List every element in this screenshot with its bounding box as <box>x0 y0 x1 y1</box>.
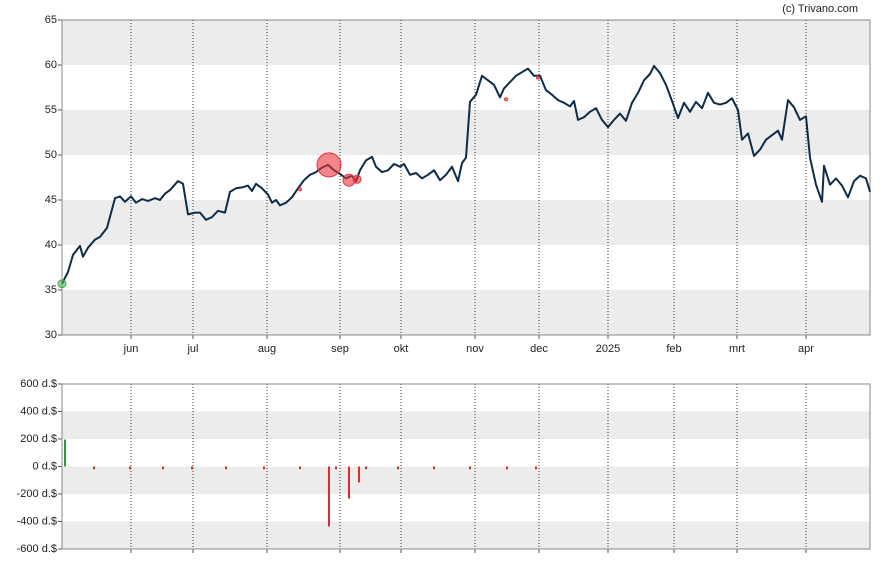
y-tick-label: -200 d.$ <box>17 488 57 500</box>
grid-band <box>62 466 870 494</box>
grid-band <box>62 521 870 549</box>
bar <box>225 466 227 470</box>
bar <box>263 466 265 470</box>
bar <box>535 466 537 470</box>
bar <box>191 466 193 470</box>
x-tick-label: aug <box>258 343 276 355</box>
trade-marker <box>57 279 67 289</box>
y-tick-label: 60 <box>45 59 57 71</box>
bar <box>299 466 301 470</box>
bar <box>506 466 508 470</box>
grid-band <box>62 411 870 439</box>
x-tick-label: jul <box>186 343 198 355</box>
y-tick-label: 30 <box>45 329 57 341</box>
bar <box>93 466 95 470</box>
y-tick-label: 200 d.$ <box>20 433 57 445</box>
bar <box>162 466 164 470</box>
y-tick-label: 45 <box>45 194 57 206</box>
trade-marker <box>536 75 540 80</box>
bar <box>358 466 360 483</box>
trade-marker <box>316 152 342 178</box>
y-tick-label: 65 <box>45 14 57 26</box>
bar <box>328 466 330 527</box>
bar <box>397 466 399 470</box>
trade-marker <box>352 174 362 184</box>
bar <box>469 466 471 470</box>
x-tick-label: jun <box>123 343 139 355</box>
y-tick-label: -600 d.$ <box>17 543 57 555</box>
plot-area <box>62 20 870 335</box>
grid-band <box>62 290 870 335</box>
x-tick-label: mrt <box>729 343 745 355</box>
x-tick-label: apr <box>798 343 814 355</box>
y-tick-label: 50 <box>45 149 57 161</box>
y-tick-label: 0 d.$ <box>33 460 57 472</box>
grid-band <box>62 20 870 65</box>
y-tick-label: 600 d.$ <box>20 378 57 390</box>
trade-marker <box>298 187 302 192</box>
price-line <box>61 64 871 285</box>
x-tick-label: okt <box>394 343 409 355</box>
bar <box>365 466 367 470</box>
x-tick-label: nov <box>466 343 484 355</box>
credit: (c) Trivano.com <box>782 3 858 15</box>
x-tick-label: dec <box>530 343 548 355</box>
bar <box>433 466 435 470</box>
y-tick-label: 40 <box>45 239 57 251</box>
grid-band <box>62 200 870 245</box>
y-tick-label: -400 d.$ <box>17 515 57 527</box>
x-tick-label: sep <box>331 343 349 355</box>
plot-frame <box>61 19 871 336</box>
y-tick-label: 400 d.$ <box>20 405 57 417</box>
y-tick-label: 55 <box>45 104 57 116</box>
x-tick-label: feb <box>666 343 681 355</box>
trade-marker <box>504 97 508 102</box>
y-tick-label: 35 <box>45 284 57 296</box>
plot-frame <box>61 383 871 550</box>
bar <box>64 439 66 467</box>
bar <box>129 466 131 470</box>
x-tick-label: 2025 <box>596 343 620 355</box>
bar <box>348 466 350 499</box>
bar <box>335 466 337 470</box>
